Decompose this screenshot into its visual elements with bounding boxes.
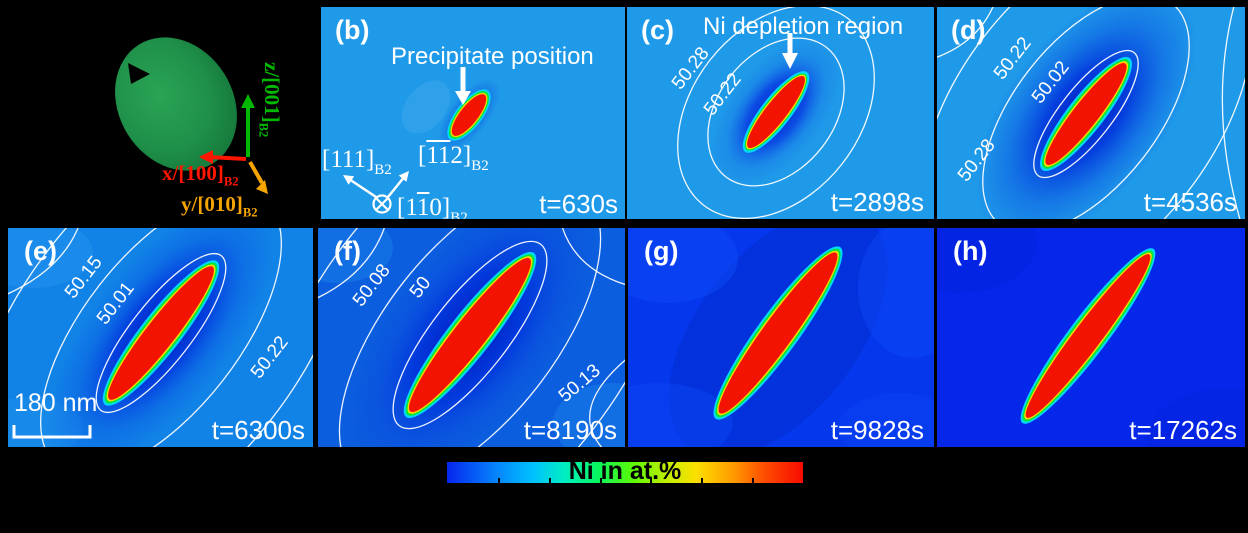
panel-letter: (d) xyxy=(951,15,986,45)
precipitate xyxy=(742,71,810,153)
light-patch xyxy=(838,393,934,447)
colorbar-tick xyxy=(549,478,551,483)
contour-50 xyxy=(392,240,548,430)
panel-letter: (c) xyxy=(641,15,674,45)
dark-patch xyxy=(937,228,1037,293)
light-patch xyxy=(628,383,733,447)
panel-letter: (h) xyxy=(953,236,988,266)
contour-50-08 xyxy=(338,228,602,447)
contour-50-22 xyxy=(8,228,313,447)
colorbar-tick xyxy=(600,478,602,483)
ni-depletion-annotation: Ni depletion region xyxy=(703,13,904,40)
annotation-arrow xyxy=(782,33,798,69)
panel-a: x/[100]B2 y/[010]B2 z/[001]B2 xyxy=(0,0,318,225)
y-axis-arrow xyxy=(248,161,268,194)
panel-letter: (f) xyxy=(334,236,361,266)
panel-d: (d) 50.22 50.02 50.28 t=4536s xyxy=(937,7,1245,219)
edge-contour xyxy=(1221,7,1241,219)
precipitate-position-annotation: Precipitate position xyxy=(391,43,594,70)
contour-50-01 xyxy=(95,252,227,414)
contour-50-15 xyxy=(40,228,282,447)
colorbar-tick xyxy=(752,478,754,483)
timestamp: t=8190s xyxy=(523,415,617,445)
corner-contour xyxy=(561,228,625,286)
corner-contour xyxy=(8,228,79,295)
precipitate xyxy=(403,251,537,419)
precipitate xyxy=(447,89,491,141)
corner-contour xyxy=(589,359,625,447)
colorbar: Ni in at.% xyxy=(447,457,803,485)
contour-50-28 xyxy=(677,7,875,219)
direction-112-arrow xyxy=(387,171,409,198)
panel-b: (b) Precipitate position [111]B2 [112]B2… xyxy=(321,7,625,219)
precipitate xyxy=(1020,248,1156,424)
faint-seed-patch xyxy=(401,80,451,134)
direction-112-label: [112]B2 xyxy=(418,142,489,174)
light-patch xyxy=(858,228,934,358)
precipitate xyxy=(1040,56,1132,172)
contour-50-28 xyxy=(937,7,1245,219)
ellipsoid-notch xyxy=(128,63,150,84)
precipitate-ellipsoid xyxy=(115,37,237,171)
timestamp: t=630s xyxy=(539,189,618,219)
contour-50-22 xyxy=(707,37,845,187)
panel-letter: (b) xyxy=(335,15,370,45)
timestamp: t=9828s xyxy=(830,415,924,445)
contour-50-22 xyxy=(982,7,1190,219)
panel-g: (g) t=9828s xyxy=(628,228,934,447)
colorbar-tick xyxy=(701,478,703,483)
panel-a-art xyxy=(115,37,268,194)
light-patch xyxy=(318,228,393,283)
x-axis-label: x/[100]B2 xyxy=(162,161,239,189)
z-axis-arrow xyxy=(241,94,255,157)
corner-contour xyxy=(937,7,994,58)
timestamp: t=6300s xyxy=(211,415,305,445)
precipitate xyxy=(713,246,843,420)
direction-111-label: [111]B2 xyxy=(322,146,392,178)
panel-letter: (g) xyxy=(644,236,679,266)
panel-c: (c) Ni depletion region 50.28 50.22 t=28… xyxy=(627,7,934,219)
direction-110-label: [110]B2 xyxy=(397,194,468,219)
x-axis-arrow xyxy=(199,150,247,164)
light-patch xyxy=(8,228,93,288)
scale-bar-label: 180 nm xyxy=(14,389,98,417)
annotation-arrow xyxy=(455,67,471,105)
out-of-plane-direction-icon xyxy=(372,194,392,214)
panel-h: (h) t=17262s xyxy=(937,228,1245,447)
panel-letter: (e) xyxy=(24,236,57,266)
direction-111-arrow xyxy=(343,175,377,199)
colorbar-tick xyxy=(498,478,500,483)
light-patch xyxy=(553,383,625,447)
colorbar-tick xyxy=(650,478,652,483)
timestamp: t=4536s xyxy=(1143,187,1237,217)
precipitate xyxy=(102,260,220,406)
y-axis-label: y/[010]B2 xyxy=(181,192,258,220)
timestamp: t=2898s xyxy=(830,187,924,217)
scale-bar xyxy=(12,425,92,439)
timestamp: t=17262s xyxy=(1129,415,1237,445)
contour-50-02 xyxy=(1033,49,1139,179)
z-axis-label: z/[001]B2 xyxy=(256,62,284,138)
corner-contour xyxy=(318,228,385,299)
light-patch xyxy=(628,228,738,303)
colorbar-label: Ni in at.% xyxy=(568,457,682,485)
panel-e: (e) 50.15 50.01 50.22 180 nm t=6300s xyxy=(8,228,313,447)
dark-patch xyxy=(1147,388,1245,447)
panel-f: (f) 50.08 50 50.13 t=8190s xyxy=(318,228,625,447)
